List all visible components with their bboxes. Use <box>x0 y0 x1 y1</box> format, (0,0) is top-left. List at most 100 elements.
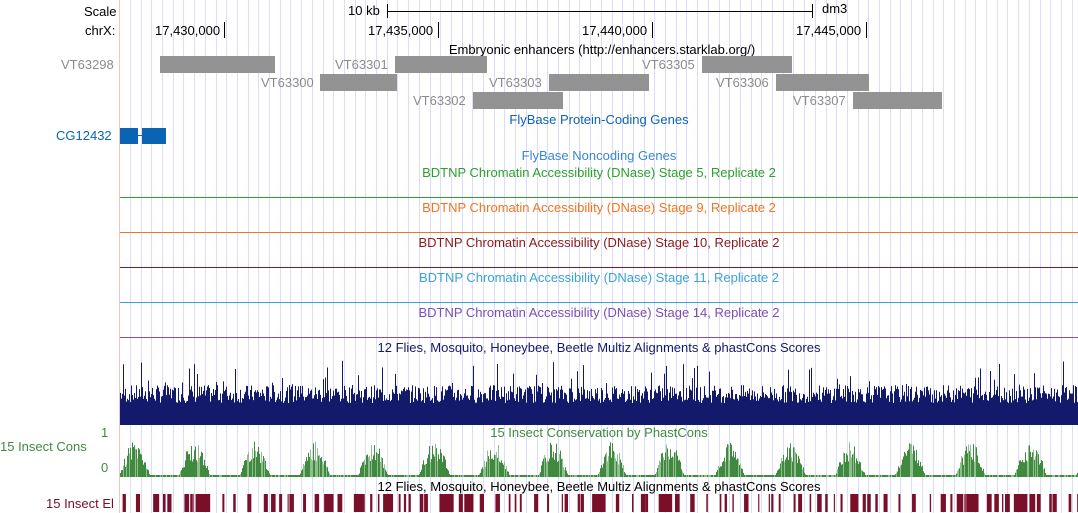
genes-track-title[interactable]: FlyBase Protein-Coding Genes <box>509 112 689 127</box>
multiz-bar <box>1012 388 1013 425</box>
multiz-bar <box>784 402 785 425</box>
multiz-bar <box>622 389 623 425</box>
enhancer-feature[interactable] <box>702 56 792 73</box>
multiz-bar <box>274 391 275 425</box>
multiz-bar <box>721 402 722 425</box>
cons-bar <box>246 460 247 477</box>
multiz-plot[interactable] <box>120 357 1078 425</box>
dnase-track-title[interactable]: BDTNP Chromatin Accessibility (DNase) St… <box>422 200 776 215</box>
cons-bar <box>143 464 144 477</box>
multiz-bar <box>966 395 967 425</box>
cons-bar <box>268 470 269 477</box>
dnase-track-title[interactable]: BDTNP Chromatin Accessibility (DNase) St… <box>422 165 776 180</box>
cons-bar <box>587 475 588 477</box>
enhancer-feature[interactable] <box>320 74 397 91</box>
dnase-signal-baseline[interactable] <box>120 232 1078 233</box>
enhancer-feature[interactable] <box>549 74 649 91</box>
multiz-bar <box>770 387 771 425</box>
elements-plot[interactable] <box>120 494 1078 512</box>
enhancer-label[interactable]: VT63305 <box>642 57 695 72</box>
dnase-track-title[interactable]: BDTNP Chromatin Accessibility (DNase) St… <box>418 305 780 320</box>
multiz-bar <box>257 390 258 425</box>
multiz-bar <box>554 389 555 425</box>
multiz-bar <box>982 394 983 425</box>
cons-bar <box>562 458 563 477</box>
multiz-bar <box>992 397 993 425</box>
gene-label[interactable]: CG12432 <box>56 128 112 143</box>
enhancers-track-title[interactable]: Embryonic enhancers (http://enhancers.st… <box>448 42 756 57</box>
cons-bar <box>593 475 594 477</box>
cons-bar <box>134 445 135 477</box>
elements-track-label[interactable]: 15 Insect El <box>46 496 114 511</box>
multiz-bar <box>1072 393 1073 425</box>
multiz-bar <box>995 394 996 425</box>
multiz-bar <box>748 393 749 425</box>
enhancer-label[interactable]: VT63306 <box>716 75 769 90</box>
enhancer-label[interactable]: VT63300 <box>261 75 314 90</box>
dnase-track-title[interactable]: BDTNP Chromatin Accessibility (DNase) St… <box>418 235 780 250</box>
cons-bar <box>935 475 936 477</box>
cons-bar <box>1039 464 1040 477</box>
cons-bar <box>140 453 141 477</box>
cons-bar <box>961 456 962 477</box>
multiz-bar <box>810 401 811 425</box>
enhancer-label[interactable]: VT63301 <box>335 57 388 72</box>
cons-bar <box>237 475 238 477</box>
multiz-bar <box>599 398 600 425</box>
cons-bar <box>834 475 835 477</box>
multiz-track-title[interactable]: 12 Flies, Mosquito, Honeybee, Beetle Mul… <box>377 340 821 355</box>
multiz-bar <box>813 392 814 425</box>
multiz-bar <box>782 386 783 425</box>
cons-bar <box>239 475 240 477</box>
cons-bar <box>983 468 984 477</box>
multiz-bar <box>363 397 364 425</box>
multiz-bar <box>684 400 685 425</box>
dnase-signal-baseline[interactable] <box>120 197 1078 198</box>
cons-bar <box>816 475 817 477</box>
enhancer-feature[interactable] <box>395 56 487 73</box>
noncoding-track-title[interactable]: FlyBase Noncoding Genes <box>521 148 677 163</box>
elements-track-title[interactable]: 12 Flies, Mosquito, Honeybee, Beetle Mul… <box>377 479 821 494</box>
enhancer-feature[interactable] <box>160 56 275 73</box>
cons-bar <box>755 475 756 477</box>
gene-feature[interactable] <box>120 128 166 144</box>
enhancer-label[interactable]: VT63302 <box>413 93 466 108</box>
dnase-signal-baseline[interactable] <box>120 302 1078 303</box>
cons-bar <box>898 466 899 477</box>
cons-track-title[interactable]: 15 Insect Conservation by PhastCons <box>490 425 708 440</box>
multiz-bar <box>607 393 608 425</box>
enhancer-label[interactable]: VT63298 <box>61 57 114 72</box>
dnase-signal-baseline[interactable] <box>120 337 1078 338</box>
multiz-bar <box>527 387 528 425</box>
multiz-bar <box>780 400 781 425</box>
cons-bar <box>364 459 365 477</box>
cons-plot[interactable] <box>120 439 1078 477</box>
enhancer-feature[interactable] <box>853 92 942 109</box>
grid-line <box>783 0 784 513</box>
cons-bar <box>1038 454 1039 477</box>
cons-bar <box>748 475 749 477</box>
cons-track-label[interactable]: 15 Insect Cons <box>0 439 87 454</box>
multiz-bar <box>986 394 987 425</box>
cons-bar <box>953 475 954 477</box>
dnase-track-title[interactable]: BDTNP Chromatin Accessibility (DNase) St… <box>418 270 780 285</box>
multiz-bar <box>447 389 448 425</box>
multiz-bar <box>646 388 647 425</box>
multiz-bar <box>1069 390 1070 425</box>
multiz-bar <box>224 391 225 425</box>
enhancer-feature[interactable] <box>776 74 869 91</box>
multiz-bar <box>495 400 496 425</box>
multiz-bar <box>991 397 992 425</box>
cons-bar <box>692 475 693 477</box>
multiz-bar <box>120 392 121 425</box>
multiz-bar <box>676 393 677 425</box>
enhancer-label[interactable]: VT63303 <box>489 75 542 90</box>
enhancer-label[interactable]: VT63307 <box>793 93 846 108</box>
multiz-bar <box>836 388 837 425</box>
dnase-signal-baseline[interactable] <box>120 267 1078 268</box>
enhancer-feature[interactable] <box>473 92 563 109</box>
cons-bar <box>161 475 162 477</box>
multiz-bar <box>799 393 800 425</box>
multiz-bar <box>581 386 582 425</box>
